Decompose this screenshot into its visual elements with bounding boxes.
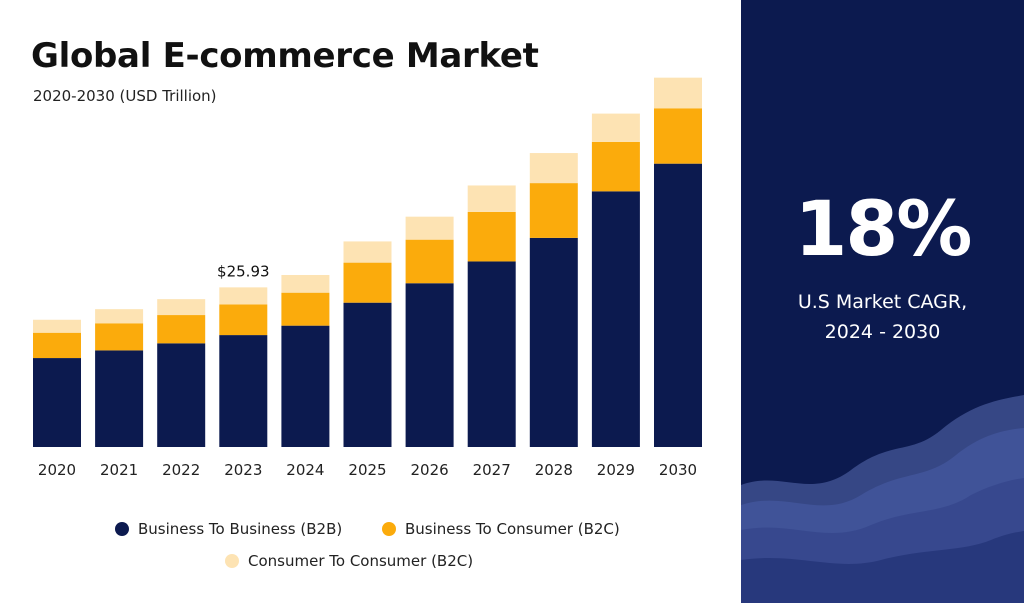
legend-item-business-to-business-b2b: Business To Business (B2B): [115, 520, 342, 538]
legend-swatch: [382, 522, 396, 536]
bar-2021-business-to-business-b2b: [95, 350, 144, 447]
cagr-label-line2: 2024 - 2030: [824, 321, 941, 343]
x-tick-label-2029: 2029: [597, 461, 635, 479]
bar-2026-business-to-consumer-b2c: [405, 239, 454, 284]
bar-2023-consumer-to-consumer-b2c: [219, 287, 268, 305]
bar-2030-business-to-business-b2b: [654, 163, 702, 447]
x-tick-label-2028: 2028: [535, 461, 573, 479]
bar-2024-business-to-consumer-b2c: [281, 292, 330, 326]
bar-2025-business-to-consumer-b2c: [343, 262, 392, 303]
bar-2020-business-to-consumer-b2c: [33, 332, 81, 359]
x-tick-label-2022: 2022: [162, 461, 200, 479]
bar-2029-business-to-business-b2b: [591, 191, 640, 447]
bar-2023-business-to-consumer-b2c: [219, 304, 268, 336]
x-tick-label-2026: 2026: [411, 461, 449, 479]
bar-2023-business-to-business-b2b: [219, 335, 268, 447]
x-tick-label-2024: 2024: [286, 461, 324, 479]
bar-2020-consumer-to-consumer-b2c: [33, 319, 81, 333]
bar-2022-consumer-to-consumer-b2c: [157, 299, 206, 316]
bar-2029-business-to-consumer-b2c: [591, 141, 640, 192]
bar-2027-business-to-consumer-b2c: [467, 211, 516, 262]
data-label-2023: $25.93: [217, 262, 270, 280]
bar-2024-consumer-to-consumer-b2c: [281, 274, 330, 293]
legend-item-business-to-consumer-b2c: Business To Consumer (B2C): [382, 520, 620, 538]
cagr-value: 18%: [794, 184, 973, 273]
chart-title: Global E-commerce Market: [31, 36, 539, 76]
chart-panel: Global E-commerce Market 2020-2030 (USD …: [31, 36, 702, 570]
cagr-label: U.S Market CAGR, 2024 - 2030: [741, 287, 1024, 347]
x-tick-label-2023: 2023: [224, 461, 262, 479]
bar-2027-business-to-business-b2b: [467, 261, 516, 447]
cagr-label-line1: U.S Market CAGR,: [797, 291, 968, 313]
legend-item-consumer-to-consumer-b2c: Consumer To Consumer (B2C): [225, 552, 473, 570]
x-tick-label-2027: 2027: [473, 461, 511, 479]
bar-2030-business-to-consumer-b2c: [654, 108, 702, 164]
bar-2025-business-to-business-b2b: [343, 302, 392, 447]
legend-swatch: [115, 522, 129, 536]
legend-label: Business To Business (B2B): [138, 520, 343, 538]
bar-2022-business-to-business-b2b: [157, 343, 206, 447]
bar-2021-business-to-consumer-b2c: [95, 323, 144, 351]
bar-2024-business-to-business-b2b: [281, 325, 330, 447]
bar-2026-business-to-business-b2b: [405, 283, 454, 447]
x-tick-label-2021: 2021: [100, 461, 138, 479]
bar-2030-consumer-to-consumer-b2c: [654, 77, 702, 109]
x-tick-label-2025: 2025: [348, 461, 386, 479]
bar-2025-consumer-to-consumer-b2c: [343, 241, 392, 263]
x-tick-label-2020: 2020: [38, 461, 76, 479]
bar-2028-business-to-business-b2b: [529, 237, 578, 447]
legend-swatch: [225, 554, 239, 568]
bar-2028-business-to-consumer-b2c: [529, 183, 578, 238]
bar-2027-consumer-to-consumer-b2c: [467, 185, 516, 212]
bar-2020-business-to-business-b2b: [33, 358, 81, 447]
decorative-wave: [741, 395, 1024, 603]
bar-2026-consumer-to-consumer-b2c: [405, 216, 454, 240]
bar-2022-business-to-consumer-b2c: [157, 315, 206, 344]
cagr-panel: 18% U.S Market CAGR, 2024 - 2030: [741, 0, 1024, 603]
stacked-bar-chart: 2020 2021 2022 2023 2024 2025 2026 2027 2028 2029…: [33, 77, 702, 479]
x-tick-label-2030: 2030: [659, 461, 697, 479]
bar-2021-consumer-to-consumer-b2c: [95, 309, 144, 324]
bar-2028-consumer-to-consumer-b2c: [529, 153, 578, 184]
legend-label: Business To Consumer (B2C): [405, 520, 620, 538]
chart-subtitle: 2020-2030 (USD Trillion): [33, 87, 217, 105]
bar-2029-consumer-to-consumer-b2c: [591, 113, 640, 142]
legend-label: Consumer To Consumer (B2C): [248, 552, 474, 570]
